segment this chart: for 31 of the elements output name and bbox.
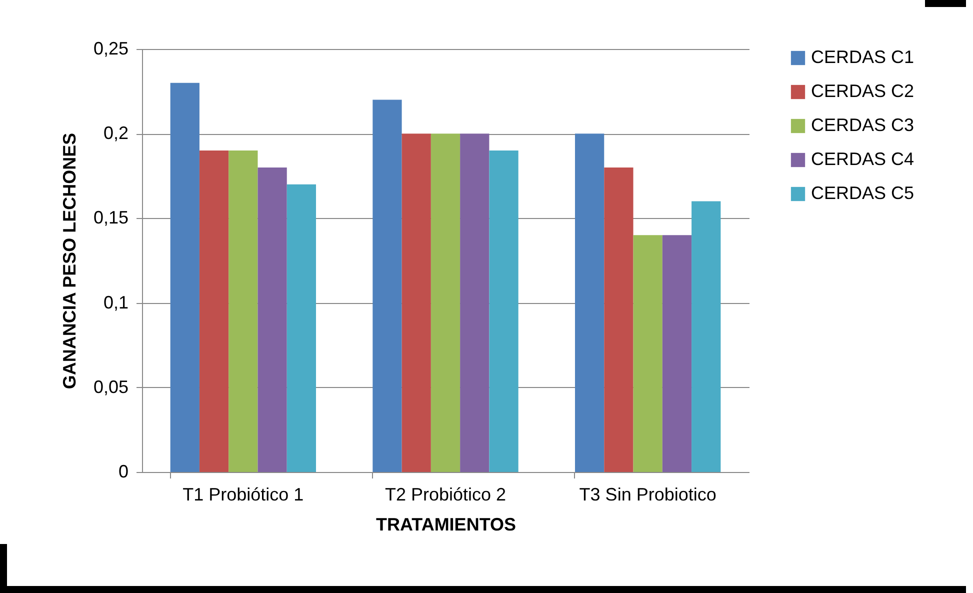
bar <box>662 235 692 472</box>
y-tick-label: 0,05 <box>93 376 128 397</box>
y-tick-label: 0,1 <box>103 292 128 312</box>
legend-label: CERDAS C4 <box>811 149 914 169</box>
bar <box>430 134 460 472</box>
y-tick-label: 0,15 <box>93 208 128 228</box>
y-tick-label: 0,25 <box>93 38 128 58</box>
legend-label: CERDAS C3 <box>811 115 914 135</box>
bar <box>199 150 229 472</box>
bar <box>460 134 490 472</box>
y-tick-label: 0,2 <box>103 123 128 144</box>
bar <box>489 150 518 472</box>
x-axis-title: TRATAMIENTOS <box>376 514 516 534</box>
bar <box>170 82 200 472</box>
y-axis-title: GANANCIA PESO LECHONES <box>59 132 80 390</box>
x-tick-label: T2 Probiótico 2 <box>384 484 506 504</box>
bar <box>372 100 402 472</box>
legend-label: CERDAS C5 <box>811 183 914 203</box>
legend-label: CERDAS C1 <box>811 47 914 67</box>
x-tick-label: T1 Probiótico 1 <box>182 484 304 504</box>
bar <box>633 235 662 472</box>
bar <box>286 184 316 472</box>
bar <box>402 134 431 472</box>
bar <box>574 134 604 472</box>
bar <box>604 167 634 472</box>
bar <box>258 167 287 472</box>
bar <box>692 201 721 472</box>
legend-label: CERDAS C2 <box>811 81 914 101</box>
y-tick-label: 0 <box>118 462 128 482</box>
x-tick-label: T3 Sin Probiotico <box>579 484 716 504</box>
bar <box>228 150 258 472</box>
